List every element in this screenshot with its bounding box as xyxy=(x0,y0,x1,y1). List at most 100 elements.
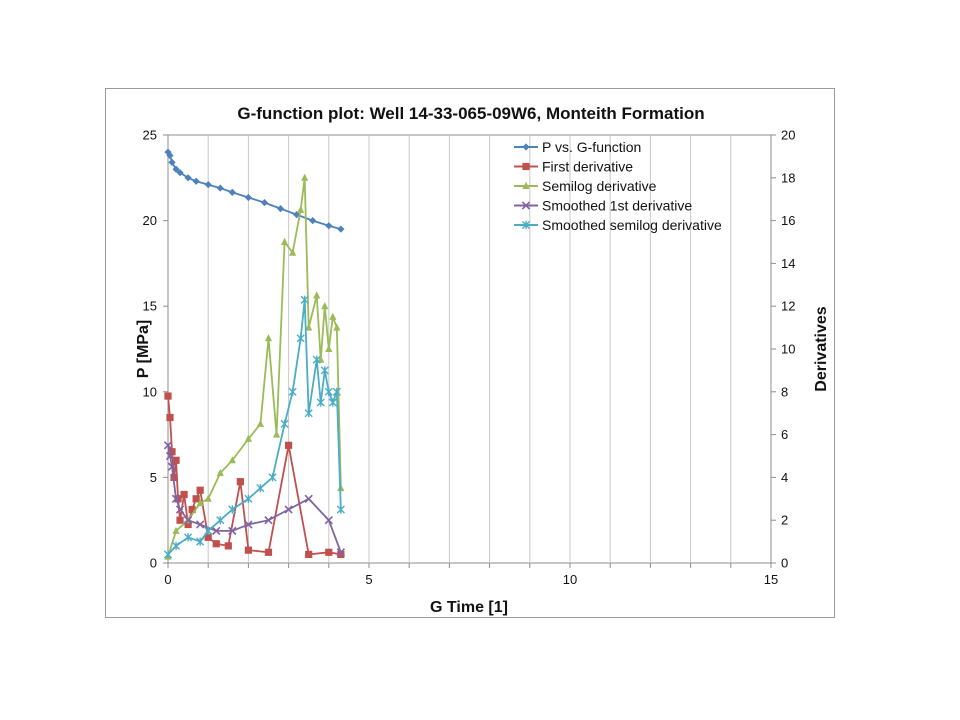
data-point xyxy=(256,419,265,427)
data-point xyxy=(164,392,172,400)
data-point xyxy=(195,520,205,529)
data-point xyxy=(329,312,337,320)
data-point xyxy=(272,430,281,438)
data-point xyxy=(174,495,182,503)
series-line xyxy=(167,299,342,556)
data-point xyxy=(204,181,212,189)
data-point xyxy=(184,174,192,182)
x-tick-label: 5 xyxy=(365,572,372,587)
data-point xyxy=(288,387,297,396)
legend-item: P vs. G-function xyxy=(514,139,641,155)
chart-title: G-function plot: Well 14-33-065-09W6, Mo… xyxy=(237,104,704,123)
y2-tick-label: 6 xyxy=(781,427,788,442)
data-point xyxy=(264,548,273,556)
data-point xyxy=(171,494,181,503)
y-tick-label: 25 xyxy=(143,128,157,143)
y-axis-title: P [MPa] xyxy=(135,320,152,378)
data-point xyxy=(216,468,224,477)
legend-label: P vs. G-function xyxy=(542,139,641,155)
data-point xyxy=(332,387,341,396)
y2-tick-label: 18 xyxy=(781,170,795,185)
series-2 xyxy=(164,173,345,560)
data-point xyxy=(304,494,313,503)
data-point xyxy=(172,526,180,534)
data-point xyxy=(165,451,175,461)
data-point xyxy=(337,225,345,233)
data-point xyxy=(285,441,293,449)
data-point xyxy=(320,366,329,375)
data-point xyxy=(316,398,325,407)
data-point xyxy=(236,478,244,486)
y2-tick-label: 20 xyxy=(781,128,795,143)
data-point xyxy=(321,302,329,310)
y-tick-label: 0 xyxy=(150,556,157,571)
y2-tick-label: 14 xyxy=(781,256,795,271)
data-point xyxy=(244,546,252,554)
data-point xyxy=(324,387,333,396)
y-tick-label: 5 xyxy=(150,470,157,485)
data-point xyxy=(171,541,181,550)
data-point xyxy=(172,165,180,173)
y2-tick-label: 4 xyxy=(781,470,788,485)
y2-axis-title: Derivatives xyxy=(813,306,830,391)
legend-item: Semilog derivative xyxy=(514,178,657,194)
legend-item: Smoothed 1st derivative xyxy=(514,198,692,214)
chart-frame: 0 5 10 15 0 5 10 15 20 25 0 2 4 6 8 10 12 14 16 18 20 G-func… xyxy=(105,88,835,618)
data-point xyxy=(176,169,184,177)
data-point xyxy=(184,533,193,542)
x-tick-label: 0 xyxy=(164,572,171,587)
data-point xyxy=(244,520,253,529)
legend-item: First derivative xyxy=(514,159,633,175)
data-point xyxy=(264,334,273,342)
legend-marker xyxy=(521,201,531,210)
data-point xyxy=(192,495,200,503)
legend-marker xyxy=(522,162,530,171)
data-point xyxy=(325,548,333,556)
data-point xyxy=(204,526,213,535)
data-point xyxy=(280,419,289,428)
legend-label: Semilog derivative xyxy=(542,178,657,194)
data-point xyxy=(228,188,236,196)
data-point xyxy=(168,158,176,166)
data-point xyxy=(305,323,313,331)
data-point xyxy=(336,548,346,557)
y-tick-label: 15 xyxy=(143,299,157,314)
data-point xyxy=(212,540,220,548)
data-point xyxy=(164,148,172,156)
data-point xyxy=(216,184,224,192)
data-point xyxy=(296,334,305,343)
data-point xyxy=(196,537,205,546)
legend-item: Smoothed semilog derivative xyxy=(514,217,722,233)
data-point xyxy=(312,355,321,364)
data-point xyxy=(300,295,309,304)
x-tick-label: 15 xyxy=(764,572,778,587)
data-point xyxy=(297,205,305,213)
y2-tick-label: 0 xyxy=(781,556,788,571)
data-point xyxy=(188,505,196,514)
data-point xyxy=(166,413,174,422)
data-point xyxy=(313,291,321,299)
data-point xyxy=(324,516,333,525)
legend-marker xyxy=(522,181,530,189)
data-point xyxy=(212,526,221,536)
series-4 xyxy=(163,295,345,559)
data-point xyxy=(244,434,252,442)
data-point xyxy=(228,505,237,514)
data-point xyxy=(166,151,174,160)
data-point xyxy=(337,550,345,559)
y2-tick-label: 12 xyxy=(781,299,795,314)
data-point xyxy=(289,248,297,256)
data-point xyxy=(163,550,173,559)
data-point xyxy=(204,533,212,541)
data-point xyxy=(172,456,180,464)
data-point xyxy=(244,494,253,503)
series-layer xyxy=(163,148,346,560)
data-point xyxy=(167,462,177,471)
y2-tick-label: 8 xyxy=(781,384,788,399)
data-point xyxy=(256,484,265,493)
data-point xyxy=(317,355,325,363)
data-point xyxy=(268,473,277,482)
x-tick-label: 10 xyxy=(563,572,577,587)
